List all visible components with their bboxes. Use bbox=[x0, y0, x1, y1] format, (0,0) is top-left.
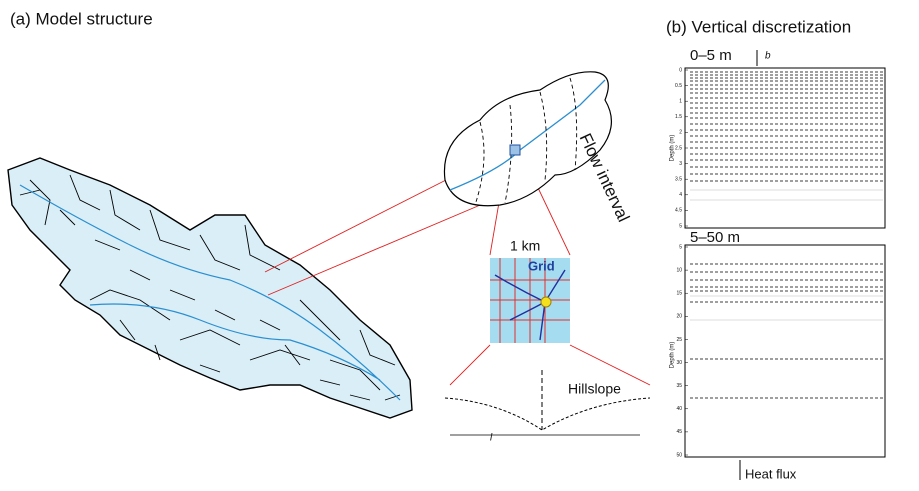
depth-tick-label: 2.5 bbox=[675, 145, 682, 151]
top-label: 0–5 m bbox=[690, 47, 732, 64]
top-axis-label: Depth (m) bbox=[670, 135, 676, 162]
depth-tick-label: 3.5 bbox=[675, 177, 682, 183]
depth-tick-label: 0 bbox=[679, 67, 682, 73]
length-symbol: l bbox=[490, 433, 493, 444]
depth-tick-label: 1.5 bbox=[675, 114, 682, 120]
heat-flux: Heat flux bbox=[745, 466, 797, 481]
panel-b-title: (b) Vertical discretization bbox=[666, 17, 851, 36]
depth-tick-label: 35 bbox=[676, 383, 682, 389]
hillslope-label: Hillslope bbox=[568, 381, 621, 397]
depth-tick-label: 45 bbox=[676, 429, 682, 435]
layer-boxes bbox=[684, 50, 886, 480]
depth-tick-label: 5 bbox=[679, 244, 682, 250]
connectors bbox=[264, 149, 651, 386]
grid-cell bbox=[490, 258, 570, 343]
depth-tick-label: 15 bbox=[676, 291, 682, 297]
bottom-label: 5–50 m bbox=[690, 229, 740, 246]
bottom-axis-label: Depth (m) bbox=[670, 342, 676, 369]
depth-tick-label: 1 bbox=[679, 99, 682, 105]
panel-a-title: (a) Model structure bbox=[10, 9, 153, 28]
depth-tick-label: 2 bbox=[679, 130, 682, 136]
watershed bbox=[7, 157, 413, 419]
depth-tick-label: 3 bbox=[679, 161, 682, 167]
depth-tick-label: 40 bbox=[676, 406, 682, 412]
depth-tick-label: 25 bbox=[676, 337, 682, 343]
hillslope bbox=[444, 370, 651, 436]
depth-tick-label: 0.5 bbox=[675, 83, 682, 89]
depth-tick-label: 50 bbox=[676, 452, 682, 458]
flow-interval-catchment bbox=[443, 71, 612, 207]
depth-tick-label: 5 bbox=[679, 223, 682, 229]
depth-tick-label: 10 bbox=[676, 267, 682, 273]
depth-tick-label: 30 bbox=[676, 360, 682, 366]
top-symbol: b bbox=[765, 51, 771, 62]
grid-size: 1 km bbox=[510, 238, 540, 254]
depth-tick-label: 20 bbox=[676, 314, 682, 320]
grid-label: Grid bbox=[528, 258, 555, 273]
depth-tick-label: 4 bbox=[679, 192, 682, 198]
depth-tick-label: 4.5 bbox=[675, 208, 682, 214]
